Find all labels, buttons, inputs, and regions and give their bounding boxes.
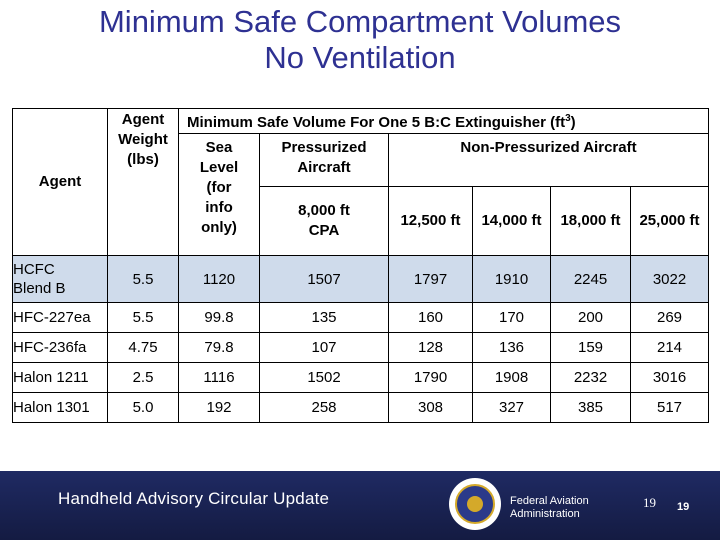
cell-agent: HCFC Blend B	[12, 255, 108, 303]
cell-weight: 5.5	[107, 255, 179, 303]
cell-sea: 1120	[178, 255, 260, 303]
cell-25000: 214	[630, 332, 709, 363]
header-sea-level: Sea Level (for info only)	[178, 133, 260, 256]
cell-cpa: 135	[259, 302, 389, 333]
cell-14000: 1908	[472, 362, 551, 393]
cell-18000: 385	[550, 392, 631, 423]
header-8000-cpa: 8,000 ft CPA	[259, 186, 389, 256]
cell-agent: HFC-227ea	[12, 302, 108, 333]
cell-25000: 3022	[630, 255, 709, 303]
cell-25000: 3016	[630, 362, 709, 393]
cell-18000: 200	[550, 302, 631, 333]
cell-cpa: 107	[259, 332, 389, 363]
title-line-2: No Ventilation	[264, 40, 456, 75]
cell-12500: 1797	[388, 255, 473, 303]
cell-18000: 159	[550, 332, 631, 363]
table-row: Halon 1211 2.5 1116 1502 1790 1908 2232 …	[12, 362, 709, 393]
faa-seal-icon	[449, 478, 501, 530]
cell-cpa: 258	[259, 392, 389, 423]
header-min-safe-volume: Minimum Safe Volume For One 5 B:C Exting…	[178, 108, 709, 134]
footer-bar: Handheld Advisory Circular Update Federa…	[0, 471, 720, 540]
cell-14000: 136	[472, 332, 551, 363]
cell-weight: 4.75	[107, 332, 179, 363]
cell-25000: 517	[630, 392, 709, 423]
cell-12500: 128	[388, 332, 473, 363]
cell-sea: 99.8	[178, 302, 260, 333]
cell-12500: 160	[388, 302, 473, 333]
cell-12500: 1790	[388, 362, 473, 393]
cell-weight: 2.5	[107, 362, 179, 393]
header-agent: Agent	[12, 108, 108, 256]
title-line-1: Minimum Safe Compartment Volumes	[98, 4, 622, 39]
header-25000: 25,000 ft	[630, 186, 709, 256]
header-agent-weight: Agent Weight (lbs)	[107, 108, 179, 256]
table-row: Halon 1301 5.0 192 258 308 327 385 517	[12, 392, 709, 423]
header-non-pressurized: Non-Pressurized Aircraft	[388, 133, 709, 187]
cell-cpa: 1507	[259, 255, 389, 303]
table-row: HFC-236fa 4.75 79.8 107 128 136 159 214	[12, 332, 709, 363]
header-18000: 18,000 ft	[550, 186, 631, 256]
footer-title: Handheld Advisory Circular Update	[58, 489, 330, 508]
header-pressurized: Pressurized Aircraft	[259, 133, 389, 187]
table-row: HFC-227ea 5.5 99.8 135 160 170 200 269	[12, 302, 709, 333]
page-number: 19	[643, 495, 656, 510]
cell-14000: 327	[472, 392, 551, 423]
page-number-secondary: 19	[677, 501, 690, 513]
cell-agent: Halon 1211	[12, 362, 108, 393]
cell-sea: 79.8	[178, 332, 260, 363]
cell-weight: 5.0	[107, 392, 179, 423]
cell-agent: HFC-236fa	[12, 332, 108, 363]
cell-cpa: 1502	[259, 362, 389, 393]
cell-18000: 2245	[550, 255, 631, 303]
faa-wordmark: Federal Aviation Administration	[510, 495, 589, 520]
cell-12500: 308	[388, 392, 473, 423]
cell-14000: 170	[472, 302, 551, 333]
volumes-table: Agent Agent Weight (lbs) Minimum Safe Vo…	[12, 108, 709, 423]
cell-14000: 1910	[472, 255, 551, 303]
cell-weight: 5.5	[107, 302, 179, 333]
cell-sea: 1116	[178, 362, 260, 393]
cell-25000: 269	[630, 302, 709, 333]
cell-agent: Halon 1301	[12, 392, 108, 423]
table-row: HCFC Blend B 5.5 1120 1507 1797 1910 2245…	[12, 255, 709, 303]
cell-18000: 2232	[550, 362, 631, 393]
cell-sea: 192	[178, 392, 260, 423]
header-12500: 12,500 ft	[388, 186, 473, 256]
header-14000: 14,000 ft	[472, 186, 551, 256]
slide-title: Minimum Safe Compartment Volumes No Vent…	[0, 4, 720, 76]
